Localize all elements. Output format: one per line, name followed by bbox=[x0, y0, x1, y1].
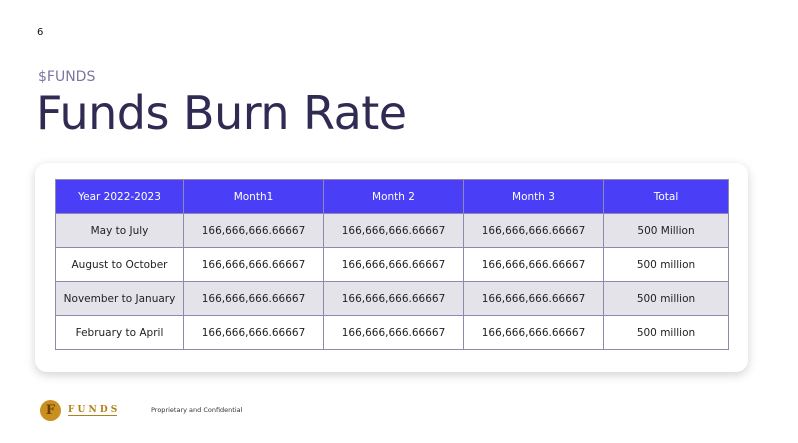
logo-text: F U N D S bbox=[68, 405, 118, 416]
column-header: Month 2 bbox=[323, 179, 464, 214]
column-header: Month 3 bbox=[463, 179, 604, 214]
table-cell: 166,666,666.66667 bbox=[183, 247, 324, 282]
table-body: May to July 166,666,666.66667 166,666,666.… bbox=[55, 213, 729, 350]
table-cell: 500 million bbox=[603, 247, 729, 282]
table-cell: 166,666,666.66667 bbox=[323, 281, 464, 316]
title: Funds Burn Rate bbox=[36, 86, 407, 140]
table-cell: 166,666,666.66667 bbox=[463, 281, 604, 316]
table-cell: 166,666,666.66667 bbox=[183, 213, 324, 248]
table-cell: 166,666,666.66667 bbox=[183, 315, 324, 350]
column-header: Year 2022-2023 bbox=[55, 179, 184, 214]
table-cell: 166,666,666.66667 bbox=[463, 213, 604, 248]
page-number: 6 bbox=[37, 27, 44, 38]
table-row: February to April 166,666,666.66667 166,66… bbox=[55, 315, 729, 350]
table-cell: 166,666,666.66667 bbox=[323, 315, 464, 350]
table-cell: 166,666,666.66667 bbox=[183, 281, 324, 316]
table-row: November to January 166,666,666.66667 166,… bbox=[55, 281, 729, 316]
table-cell: May to July bbox=[55, 213, 184, 248]
table-cell: 500 Million bbox=[603, 213, 729, 248]
table-cell: August to October bbox=[55, 247, 184, 282]
table-cell: November to January bbox=[55, 281, 184, 316]
column-header: Month1 bbox=[183, 179, 324, 214]
table-cell: 166,666,666.66667 bbox=[323, 247, 464, 282]
table-card: Year 2022-2023 Month1 Month 2 Month 3 Total … bbox=[35, 163, 748, 372]
header-row: Year 2022-2023 Month1 Month 2 Month 3 Total bbox=[55, 179, 729, 214]
table-cell: 166,666,666.66667 bbox=[463, 247, 604, 282]
table-row: May to July 166,666,666.66667 166,666,666.… bbox=[55, 213, 729, 248]
table-cell: February to April bbox=[55, 315, 184, 350]
column-header: Total bbox=[603, 179, 729, 214]
burn-rate-table: Year 2022-2023 Month1 Month 2 Month 3 Total … bbox=[55, 179, 729, 350]
table-row: August to October 166,666,666.66667 166,66… bbox=[55, 247, 729, 282]
kicker: $FUNDS bbox=[38, 69, 96, 85]
table-cell: 500 million bbox=[603, 315, 729, 350]
table-cell: 166,666,666.66667 bbox=[323, 213, 464, 248]
logo-icon: F bbox=[40, 400, 61, 421]
footer-note: Proprietary and Confidential bbox=[151, 406, 243, 414]
table-cell: 500 million bbox=[603, 281, 729, 316]
table-cell: 166,666,666.66667 bbox=[463, 315, 604, 350]
